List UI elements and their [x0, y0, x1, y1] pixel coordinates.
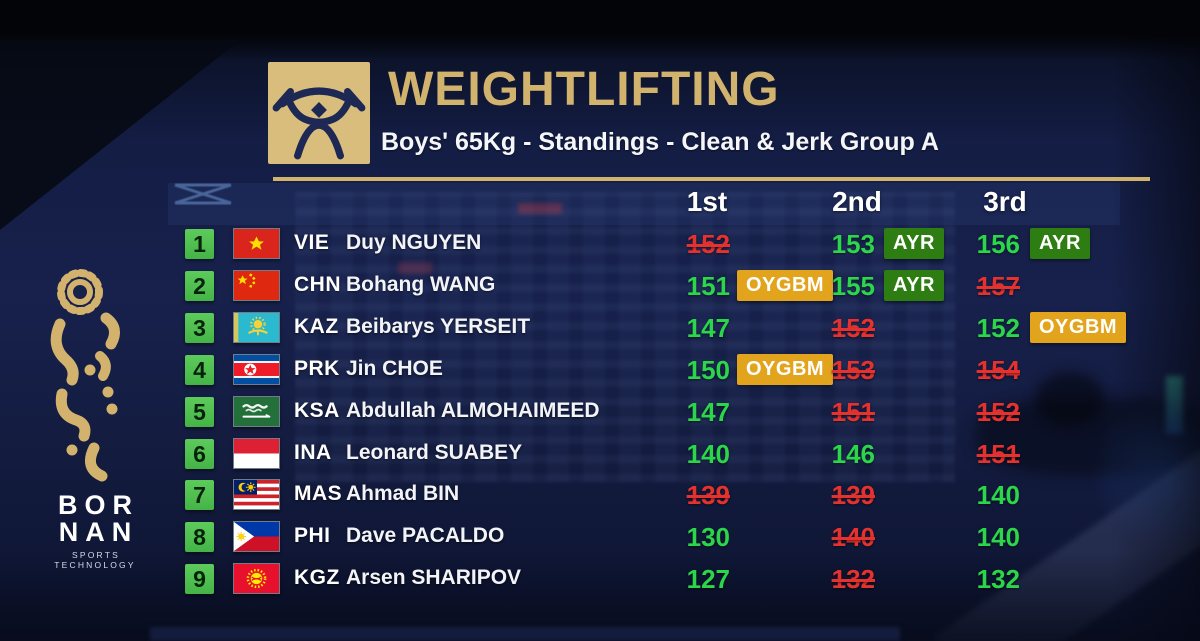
- attempt-value: 154: [976, 354, 1020, 385]
- standings-row: 3 KAZ Beibarys YERSEIT 147 152 152 OYGBM: [0, 311, 1200, 344]
- rank-badge: 5: [185, 396, 214, 427]
- bornan-logo-line2: NAN: [58, 517, 139, 547]
- country-code: PHI: [294, 524, 331, 548]
- flag-mas: [233, 479, 280, 511]
- attempt-value: 151: [686, 270, 730, 301]
- flag-kaz: [233, 311, 280, 343]
- attempt-value: 146: [831, 438, 875, 469]
- athlete-name: Arsen SHARIPOV: [346, 566, 522, 590]
- attempt-value: 140: [831, 522, 875, 553]
- attempt-value: 153: [831, 229, 875, 259]
- country-code: INA: [294, 440, 332, 464]
- athlete-name: Beibarys YERSEIT: [346, 314, 531, 338]
- rank-badge: 8: [185, 522, 214, 553]
- rank-badge: 4: [185, 354, 214, 385]
- rank-badge: 7: [185, 480, 214, 511]
- athlete-name: Dave PACALDO: [346, 524, 505, 548]
- standings-row: 7 MAS Ahmad BIN 139 139 140: [0, 479, 1200, 511]
- standings-row: 9 KGZ Arsen SHARIPOV 127 132 132: [0, 563, 1200, 595]
- record-badge-oygbm: OYGBM: [737, 353, 834, 385]
- attempt-value: 151: [831, 396, 875, 427]
- rank-badge: 1: [185, 229, 214, 259]
- country-code: MAS: [294, 482, 343, 506]
- flag-ina: [233, 437, 280, 469]
- attempt-value: 152: [686, 229, 730, 259]
- event-subtitle: Boys' 65Kg - Standings - Clean & Jerk Gr…: [381, 128, 939, 156]
- background-scoreboard-grid: [295, 192, 955, 482]
- attempt-value: 153: [831, 354, 875, 385]
- attempt-value: 157: [976, 270, 1020, 301]
- flag-phi: [233, 521, 280, 553]
- country-code: KSA: [294, 398, 340, 422]
- attempt-value: 140: [976, 522, 1020, 553]
- attempt-value: 147: [686, 396, 730, 427]
- attempt-value: 139: [831, 480, 875, 511]
- officials-silhouettes: [1035, 372, 1105, 427]
- attempt-value: 150: [686, 354, 730, 385]
- bornan-logo-tagline: SPORTS TECHNOLOGY: [54, 550, 136, 570]
- attempt-value: 152: [976, 396, 1020, 427]
- weightlifting-pictogram-icon: [268, 62, 370, 164]
- column-header-2nd: 2nd: [832, 186, 882, 217]
- country-code: KAZ: [294, 314, 339, 338]
- background-scoreboard-red-cells: [518, 203, 562, 214]
- attempt-value: 147: [686, 312, 730, 343]
- athlete-name: Leonard SUABEY: [346, 440, 523, 464]
- standings-row: 4 PRK Jin CHOE 150 OYGBM 153 154: [0, 353, 1200, 386]
- flag-ksa: [233, 395, 280, 427]
- standings-row: 6 INA Leonard SUABEY 140 146 151: [0, 437, 1200, 470]
- bornan-logo-line1: BOR: [58, 490, 139, 520]
- flag-vie: [233, 228, 280, 259]
- attempt-value: 132: [976, 564, 1020, 595]
- country-code: CHN: [294, 272, 341, 296]
- attempt-value: 152: [831, 312, 875, 343]
- attempt-value: 140: [686, 438, 730, 469]
- rank-badge: 2: [185, 270, 214, 301]
- record-badge-ayr: AYR: [884, 269, 944, 301]
- standings-row: 1 VIE Duy NGUYEN 152 153 AYR 156 AYR: [0, 228, 1200, 260]
- flag-kgz: [233, 563, 280, 595]
- flag-prk: [233, 353, 280, 385]
- column-header-1st: 1st: [686, 186, 728, 217]
- attempt-value: 127: [686, 564, 730, 595]
- rank-badge: 9: [185, 564, 214, 595]
- country-code: VIE: [294, 231, 330, 254]
- attempt-value: 156: [976, 229, 1020, 259]
- attempt-value: 155: [831, 270, 875, 301]
- header-divider: [273, 177, 1150, 181]
- athlete-name: Jin CHOE: [346, 356, 443, 380]
- attempt-value: 151: [976, 438, 1020, 469]
- country-code: KGZ: [294, 566, 340, 590]
- rank-badge: 3: [185, 312, 214, 343]
- sport-title: WEIGHTLIFTING: [388, 63, 780, 116]
- background-scoreboard-band: [168, 183, 1120, 225]
- record-badge-ayr: AYR: [1030, 228, 1090, 259]
- attempt-value: 152: [976, 312, 1020, 343]
- athlete-name: Bohang WANG: [346, 272, 496, 296]
- record-badge-oygbm: OYGBM: [737, 269, 834, 301]
- standings-row: 2 CHN Bohang WANG 151 OYGBM 155 AYR 157: [0, 269, 1200, 302]
- country-code: PRK: [294, 356, 340, 380]
- attempt-value: 130: [686, 522, 730, 553]
- athlete-name: Abdullah ALMOHAIMEED: [346, 398, 600, 422]
- attempt-value: 140: [976, 480, 1020, 511]
- attempt-value: 139: [686, 480, 730, 511]
- standings-row: 8 PHI Dave PACALDO 130 140 140: [0, 521, 1200, 553]
- stage-floor-highlight: [150, 627, 900, 641]
- attempt-value: 132: [831, 564, 875, 595]
- background-scoreboard-red-cells: [398, 262, 432, 274]
- background-bowtie-icon: [173, 183, 235, 205]
- rank-badge: 6: [185, 438, 214, 469]
- column-header-3rd: 3rd: [983, 186, 1027, 217]
- games-emblem-icon: [28, 252, 140, 482]
- flag-chn: [233, 269, 280, 301]
- bornan-logo: BOR NAN SPORTS TECHNOLOGY: [40, 490, 150, 571]
- record-badge-oygbm: OYGBM: [1030, 311, 1127, 343]
- athlete-name: Ahmad BIN: [346, 482, 460, 506]
- record-badge-ayr: AYR: [884, 228, 944, 259]
- standings-row: 5 KSA Abdullah ALMOHAIMEED 147 151 152: [0, 395, 1200, 428]
- athlete-name: Duy NGUYEN: [346, 231, 482, 254]
